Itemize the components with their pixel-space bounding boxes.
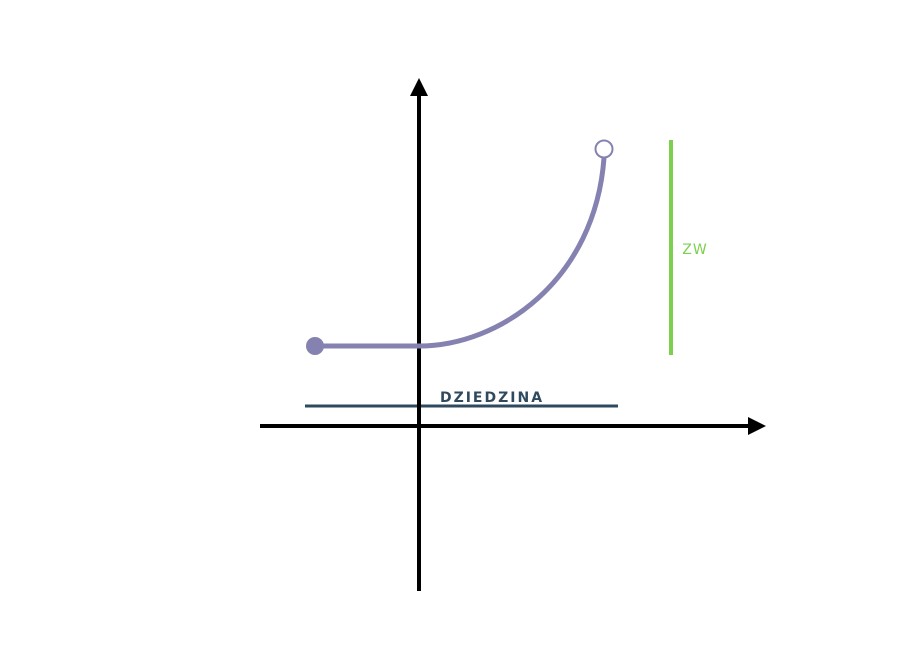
function-curve: [312, 155, 607, 349]
range-label: ZW: [682, 242, 707, 258]
x-axis-arrowhead: [748, 417, 766, 435]
y-axis-arrowhead: [410, 78, 428, 96]
domain-label: DZIEDZINA: [440, 390, 544, 406]
open-endpoint-marker: [594, 139, 614, 159]
closed-endpoint-marker: [306, 337, 324, 355]
